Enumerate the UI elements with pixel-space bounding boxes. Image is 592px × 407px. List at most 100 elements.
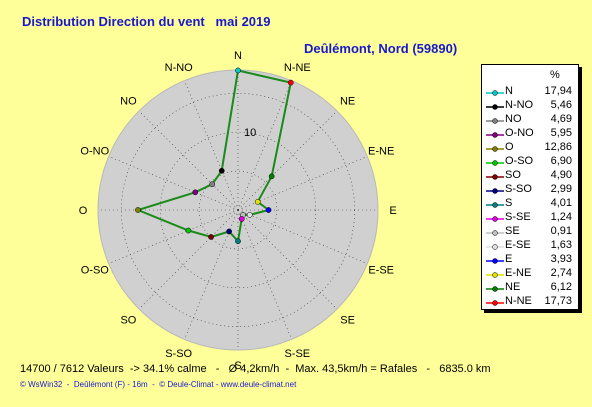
direction-label: SE (340, 315, 355, 327)
legend-swatch (486, 186, 504, 194)
ring-label: 10 (244, 127, 256, 139)
legend: % N 17,94 N-NO 5,46 NO 4,69 O-NO 5,95 O 12,86 O-SO… (481, 64, 579, 310)
legend-label: O-SO (505, 155, 534, 167)
station-location: Deûlémont, Nord (59890) (304, 41, 458, 56)
direction-label: E-NE (368, 146, 394, 158)
legend-swatch (486, 228, 504, 236)
legend-label: N (505, 85, 513, 97)
legend-value: 5,46 (550, 99, 572, 111)
legend-item: E-SE 1,63 (482, 239, 578, 253)
data-point (287, 79, 294, 86)
grid-spoke (237, 156, 368, 211)
direction-label: E-SE (368, 264, 394, 276)
data-point (209, 181, 216, 188)
data-point (185, 227, 192, 234)
grid-spoke (237, 209, 292, 340)
legend-swatch (486, 256, 504, 264)
direction-label: O-NO (80, 146, 109, 158)
grid-spoke (184, 80, 239, 211)
data-point (254, 198, 261, 205)
legend-swatch (486, 298, 504, 306)
legend-item: N-NO 5,46 (482, 99, 578, 113)
legend-item: NE 6,12 (482, 281, 578, 295)
direction-label: N (234, 50, 242, 62)
legend-item: O-NO 5,95 (482, 127, 578, 141)
legend-value: 2,74 (550, 267, 572, 279)
direction-label: NO (120, 95, 137, 107)
legend-swatch (486, 270, 504, 278)
legend-value: 1,24 (550, 211, 572, 223)
legend-label: S-SO (505, 183, 532, 195)
data-point (235, 67, 241, 74)
legend-item: N-NE 17,73 (482, 295, 578, 309)
credits-line: © WsWin32 - Deûlémont (F) - 16m - © Deul… (20, 380, 297, 389)
legend-value: 2,99 (550, 183, 572, 195)
legend-swatch (486, 88, 504, 96)
grid-spoke (108, 156, 239, 211)
legend-header: % (550, 69, 560, 81)
direction-label: N-NE (284, 62, 311, 74)
legend-swatch (486, 158, 504, 166)
direction-label: O-SO (81, 264, 110, 276)
data-point (192, 189, 199, 196)
legend-value: 12,86 (544, 141, 572, 153)
legend-label: N-NE (505, 295, 532, 307)
legend-value: 5,95 (550, 127, 572, 139)
legend-swatch (486, 102, 504, 110)
legend-item: SE 0,91 (482, 225, 578, 239)
legend-value: 17,73 (544, 295, 572, 307)
legend-item: SO 4,90 (482, 169, 578, 183)
legend-swatch (486, 130, 504, 138)
grid-ring (198, 170, 278, 250)
chart-title: Distribution Direction du vent mai 2019 (22, 14, 271, 29)
grid-spoke (237, 209, 338, 310)
data-point (235, 238, 241, 245)
data-point (208, 234, 214, 240)
direction-label: S (234, 360, 241, 372)
data-point (265, 207, 272, 213)
legend-swatch (486, 200, 504, 208)
legend-label: SO (505, 169, 521, 181)
legend-swatch (486, 116, 504, 124)
legend-value: 17,94 (544, 85, 572, 97)
grid-spoke (108, 209, 239, 264)
data-point (238, 216, 245, 222)
legend-label: O (505, 141, 514, 153)
data-point (226, 228, 232, 235)
direction-label: NE (340, 95, 355, 107)
legend-swatch (486, 242, 504, 250)
direction-label: E (389, 205, 396, 217)
legend-swatch (486, 172, 504, 180)
legend-item: NO 4,69 (482, 113, 578, 127)
legend-value: 0,91 (550, 225, 572, 237)
legend-label: E-SE (505, 239, 531, 251)
legend-item: O-SO 6,90 (482, 155, 578, 169)
grid-spoke (184, 209, 239, 340)
legend-label: E (505, 253, 513, 265)
grid-ring (159, 131, 317, 289)
legend-item: S-SO 2,99 (482, 183, 578, 197)
legend-label: SE (505, 225, 520, 237)
legend-swatch (486, 144, 504, 152)
direction-label: S-SO (165, 348, 192, 360)
legend-value: 1,63 (550, 239, 572, 251)
legend-item: O 12,86 (482, 141, 578, 155)
legend-label: O-NO (505, 127, 534, 139)
grid-spoke (237, 110, 338, 211)
legend-item: E 3,93 (482, 253, 578, 267)
legend-item: E-NE 2,74 (482, 267, 578, 281)
legend-swatch (486, 214, 504, 222)
grid-spoke (138, 110, 239, 211)
legend-value: 4,69 (550, 113, 572, 125)
legend-swatch (486, 284, 504, 292)
legend-value: 4,90 (550, 169, 572, 181)
direction-label: S-SE (284, 348, 310, 360)
legend-label: NE (505, 281, 521, 293)
grid-spoke (138, 209, 239, 310)
legend-item: S 4,01 (482, 197, 578, 211)
legend-item: N 17,94 (482, 85, 578, 99)
legend-label: N-NO (505, 99, 534, 111)
direction-label: O (79, 205, 88, 217)
direction-label: SO (120, 315, 136, 327)
